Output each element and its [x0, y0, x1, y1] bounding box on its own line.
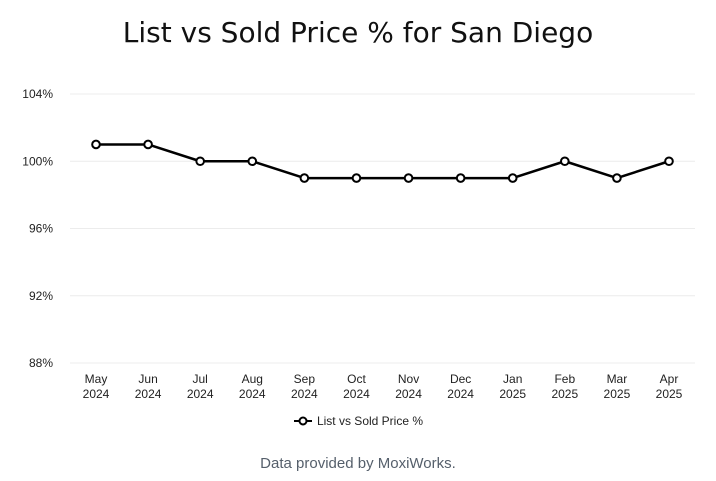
x-tick-label: Jul 2024 [187, 372, 214, 401]
y-tick-label: 100% [22, 154, 53, 168]
x-tick-label: Sep 2024 [291, 372, 318, 401]
x-tick-label: Aug 2024 [239, 372, 266, 401]
gridlines [70, 93, 695, 364]
x-tick-label: May 2024 [83, 372, 110, 401]
x-tick-label: Jun 2024 [135, 372, 162, 401]
data-point[interactable] [507, 173, 518, 183]
x-tick-label: Nov 2024 [395, 372, 422, 401]
y-tick-label: 92% [29, 289, 53, 303]
y-tick-label: 96% [29, 222, 53, 236]
legend-marker-icon [293, 416, 312, 426]
data-point[interactable] [455, 173, 466, 183]
data-point[interactable] [403, 173, 414, 183]
x-axis-ticks: May 2024 Jun 2024 Jul 2024 Aug 2024 Sep 2024 Oct 20… [83, 372, 683, 401]
data-point[interactable] [664, 156, 674, 167]
data-point[interactable] [143, 139, 153, 150]
x-tick-label: Jan 2025 [499, 372, 526, 401]
legend-label: List vs Sold Price % [316, 414, 424, 428]
data-point[interactable] [560, 156, 570, 167]
x-tick-label: Oct 2024 [343, 372, 370, 401]
y-axis-ticks: 88% 92% 96% 100% 104% [22, 87, 53, 370]
x-tick-label: Dec 2024 [447, 372, 474, 401]
y-tick-label: 104% [22, 87, 53, 101]
data-attribution: Data provided by MoxiWorks. [260, 455, 456, 472]
chart-title: List vs Sold Price % for San Diego [122, 16, 594, 49]
x-tick-label: Feb 2025 [551, 372, 578, 401]
data-point[interactable] [247, 156, 258, 167]
x-tick-label: Apr 2025 [656, 372, 683, 401]
data-point[interactable] [91, 139, 101, 150]
series-line [96, 143, 670, 180]
y-tick-label: 88% [29, 356, 53, 370]
data-point[interactable] [195, 156, 205, 167]
series-layer [91, 139, 674, 183]
legend[interactable]: List vs Sold Price % [0, 414, 716, 428]
data-point[interactable] [612, 173, 622, 183]
data-point[interactable] [351, 173, 362, 183]
data-point[interactable] [299, 173, 310, 183]
x-tick-label: Mar 2025 [604, 372, 631, 401]
